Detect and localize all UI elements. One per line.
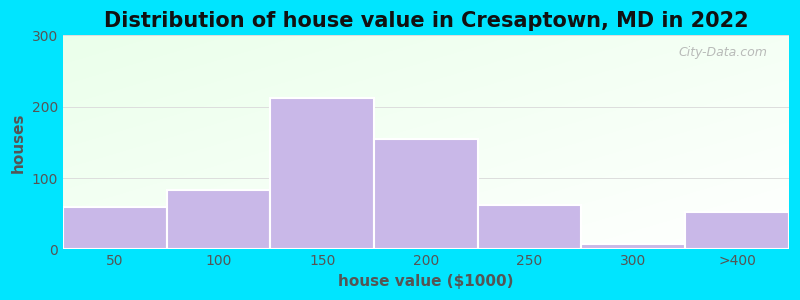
Bar bbox=[270, 98, 374, 250]
Bar bbox=[685, 212, 789, 250]
Text: City-Data.com: City-Data.com bbox=[678, 46, 767, 59]
Bar bbox=[63, 207, 166, 250]
X-axis label: house value ($1000): house value ($1000) bbox=[338, 274, 514, 289]
Bar bbox=[166, 190, 270, 250]
Y-axis label: houses: houses bbox=[11, 112, 26, 173]
Title: Distribution of house value in Cresaptown, MD in 2022: Distribution of house value in Cresaptow… bbox=[103, 11, 748, 31]
Bar bbox=[582, 244, 685, 250]
Bar bbox=[374, 139, 478, 250]
Bar bbox=[478, 205, 582, 250]
